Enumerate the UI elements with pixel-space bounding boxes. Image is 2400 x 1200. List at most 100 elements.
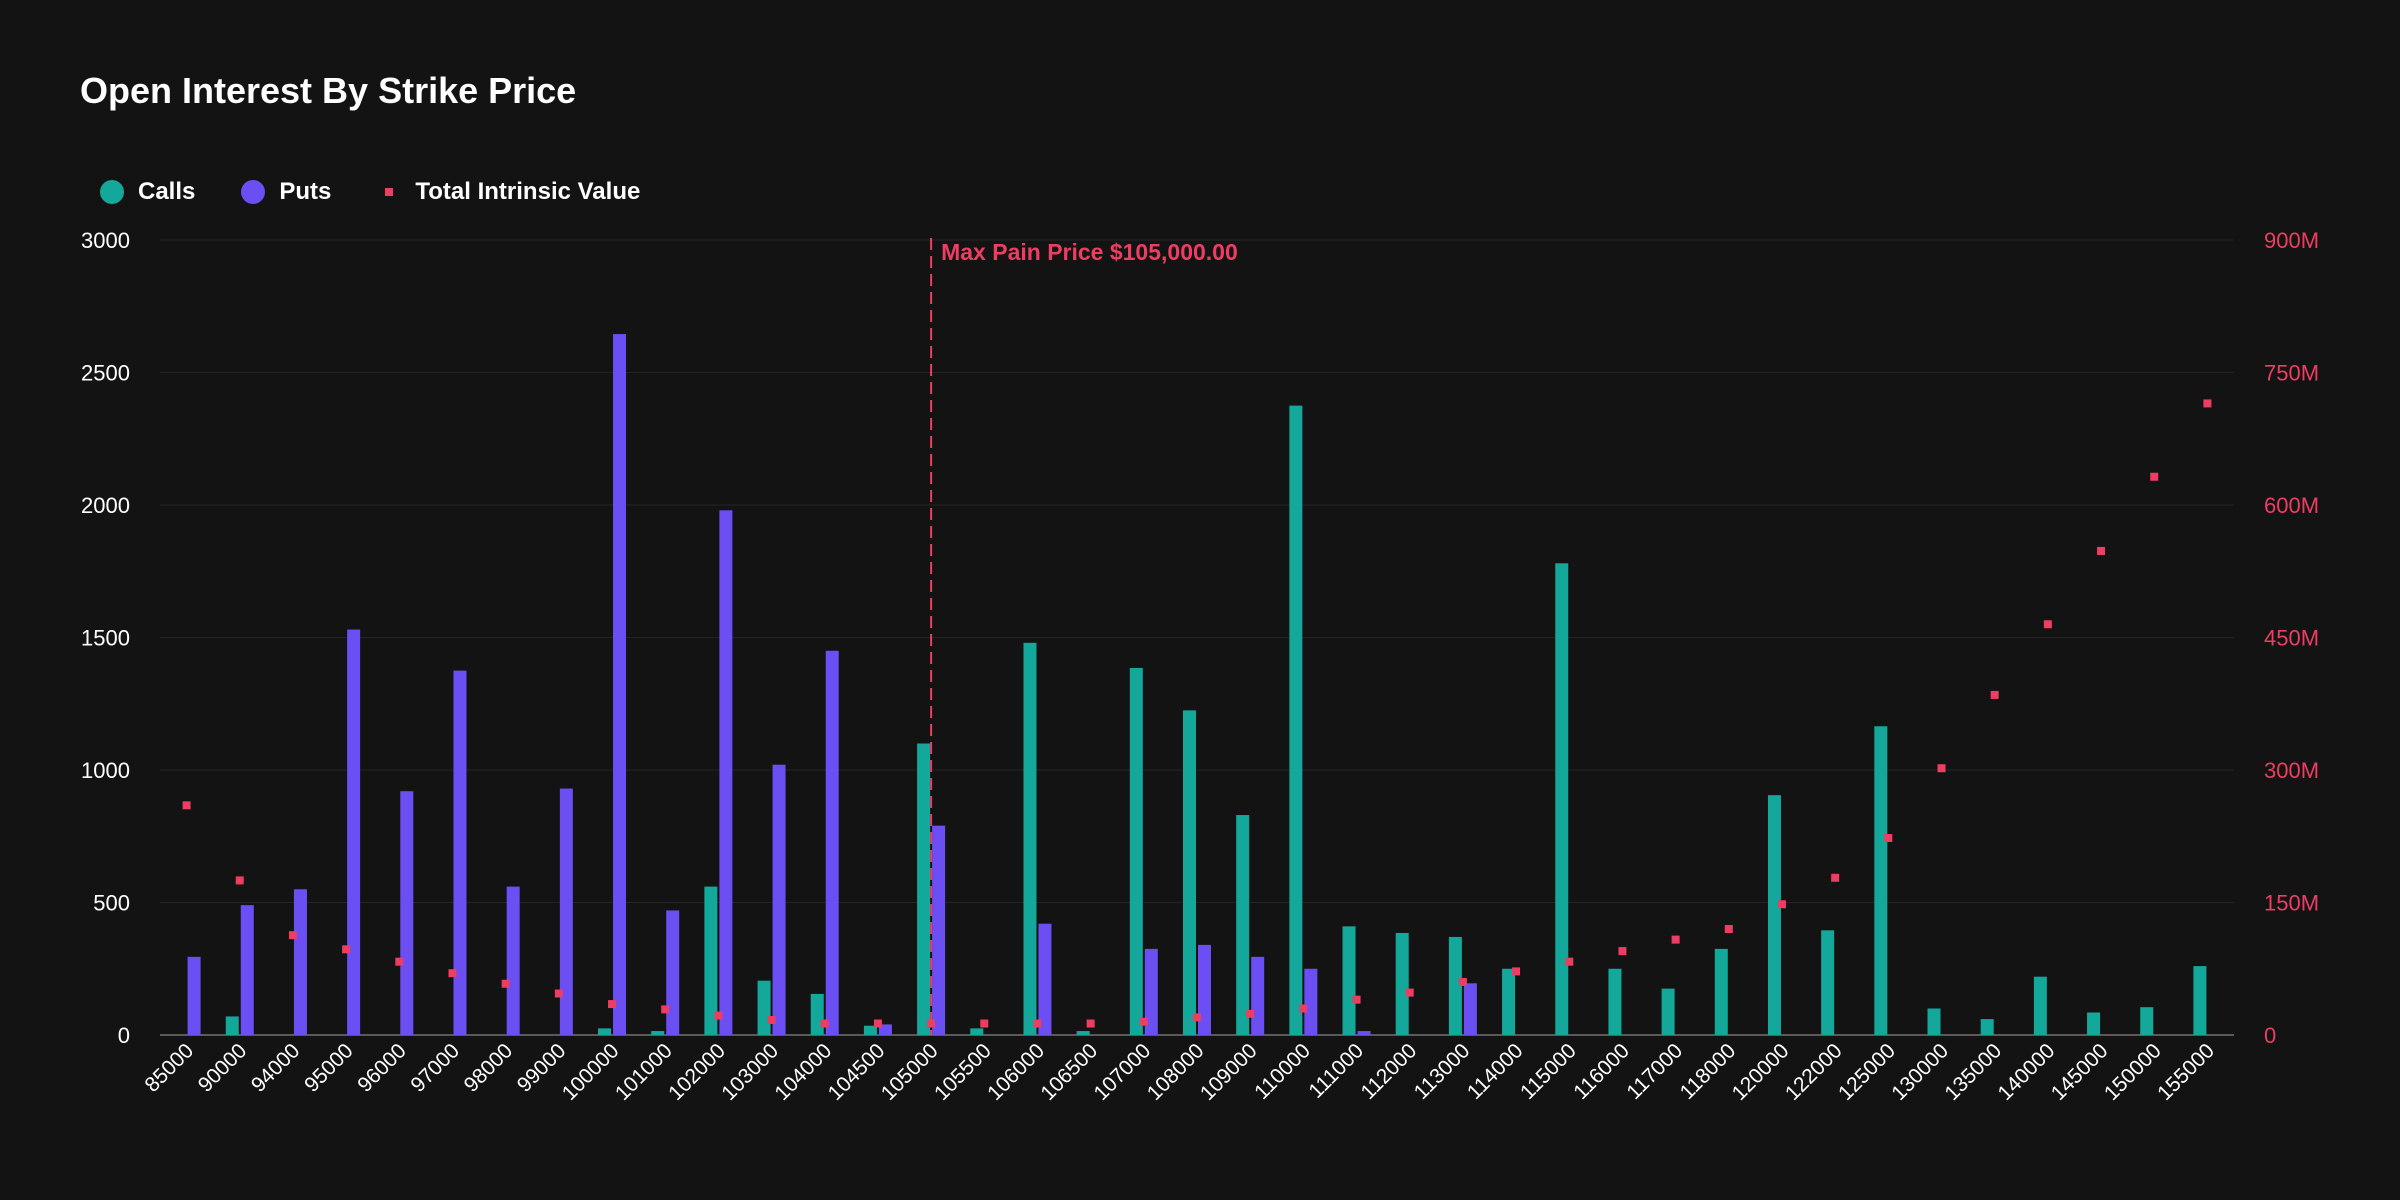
left-tick-label: 0 <box>118 1023 130 1048</box>
left-tick-label: 2500 <box>81 361 130 386</box>
calls-bar <box>757 980 771 1035</box>
right-tick-label: 450M <box>2264 626 2319 651</box>
intrinsic-value-point <box>1671 935 1680 944</box>
x-tick-label: 120000 <box>1728 1039 1794 1105</box>
x-tick-label: 102000 <box>664 1039 730 1105</box>
x-tick-label: 97000 <box>406 1039 464 1097</box>
x-tick-label: 106500 <box>1036 1039 1102 1105</box>
calls-swatch-icon <box>100 180 124 204</box>
calls-bar <box>598 1028 612 1035</box>
calls-bar <box>1821 930 1835 1035</box>
intrinsic-value-point <box>448 969 457 978</box>
x-tick-label: 106000 <box>983 1039 1049 1105</box>
puts-swatch-icon <box>241 180 266 204</box>
legend-item-intrinsic-value[interactable]: Total Intrinsic Value <box>377 178 640 206</box>
calls-bar <box>704 886 718 1035</box>
puts-bar <box>825 650 839 1035</box>
x-tick-label: 104500 <box>824 1039 890 1105</box>
puts-bar <box>1304 968 1318 1035</box>
intrinsic-value-point <box>1033 1019 1042 1028</box>
x-tick-label: 90000 <box>194 1039 252 1097</box>
x-tick-label: 100000 <box>558 1039 624 1105</box>
x-tick-label: 122000 <box>1781 1039 1847 1105</box>
right-tick-label: 150M <box>2264 891 2319 916</box>
calls-bar <box>1767 795 1781 1035</box>
calls-bar <box>863 1025 877 1035</box>
calls-bar <box>1236 815 1250 1035</box>
intrinsic-value-swatch-icon <box>385 188 394 196</box>
calls-bar <box>225 1016 239 1035</box>
calls-bar <box>1395 932 1409 1035</box>
puts-bar <box>878 1024 892 1035</box>
calls-bar <box>1183 710 1196 1035</box>
puts-bar <box>400 791 414 1035</box>
puts-bar <box>772 764 786 1035</box>
calls-bar <box>1342 926 1356 1035</box>
puts-bar <box>1357 1031 1371 1035</box>
x-tick-label: 150000 <box>2100 1039 2166 1105</box>
legend-item-calls[interactable]: Calls <box>100 178 195 206</box>
intrinsic-value-point <box>1086 1019 1095 1028</box>
calls-bar <box>1129 667 1143 1035</box>
x-tick-label: 109000 <box>1196 1039 1262 1105</box>
puts-bar <box>1144 948 1158 1035</box>
left-tick-label: 2000 <box>81 493 130 518</box>
calls-bar <box>810 993 824 1035</box>
calls-bar <box>2193 966 2207 1035</box>
intrinsic-value-point <box>1565 957 1574 966</box>
intrinsic-value-point <box>2097 546 2106 555</box>
intrinsic-value-point <box>1458 978 1467 986</box>
x-tick-label: 101000 <box>611 1039 677 1105</box>
calls-bar <box>2087 1012 2101 1035</box>
intrinsic-value-point <box>2203 399 2212 408</box>
calls-bar <box>1980 1019 1994 1035</box>
x-tick-label: 104000 <box>770 1039 836 1105</box>
calls-bar <box>2033 976 2047 1035</box>
intrinsic-value-point <box>1831 873 1840 882</box>
calls-bar <box>1023 642 1037 1035</box>
puts-bar <box>1463 983 1477 1035</box>
x-tick-label: 145000 <box>2047 1039 2113 1105</box>
intrinsic-value-point <box>1937 764 1946 773</box>
calls-bar <box>1714 948 1728 1035</box>
puts-bar <box>347 629 361 1035</box>
intrinsic-value-point <box>980 1019 989 1028</box>
legend-label-intrinsic-value: Total Intrinsic Value <box>415 178 641 205</box>
x-tick-label: 135000 <box>1940 1039 2006 1105</box>
calls-bar <box>1289 405 1303 1035</box>
intrinsic-value-point <box>395 957 404 966</box>
intrinsic-value-point <box>1405 988 1414 997</box>
puts-bar <box>719 510 733 1035</box>
x-tick-label: 117000 <box>1622 1039 1687 1104</box>
legend-item-puts[interactable]: Puts <box>241 178 331 206</box>
intrinsic-value-point <box>1246 1009 1255 1018</box>
intrinsic-value-point <box>1139 1017 1148 1026</box>
x-tick-label: 105000 <box>877 1039 943 1105</box>
x-tick-label: 98000 <box>460 1039 518 1097</box>
left-tick-label: 1000 <box>81 758 130 783</box>
intrinsic-value-point <box>608 1000 617 1009</box>
calls-bar <box>970 1028 984 1035</box>
intrinsic-value-point <box>1777 900 1786 909</box>
left-tick-label: 1500 <box>81 626 130 651</box>
x-tick-label: 130000 <box>1887 1039 1953 1105</box>
chart-title: Open Interest By Strike Price <box>80 70 577 111</box>
x-tick-label: 113000 <box>1410 1039 1475 1104</box>
intrinsic-value-point <box>1618 947 1627 956</box>
intrinsic-value-point <box>714 1011 723 1020</box>
intrinsic-value-point <box>1724 925 1733 933</box>
intrinsic-value-point <box>1352 995 1361 1004</box>
calls-bar <box>1661 988 1675 1035</box>
intrinsic-value-point <box>1193 1013 1201 1022</box>
x-tick-label: 85000 <box>141 1039 199 1097</box>
puts-bar <box>1251 956 1265 1035</box>
x-tick-label: 140000 <box>1994 1039 2060 1105</box>
calls-bar <box>1448 936 1462 1035</box>
intrinsic-value-point <box>1884 834 1893 843</box>
x-tick-label: 118000 <box>1676 1039 1741 1104</box>
calls-bar <box>917 743 931 1035</box>
right-tick-label: 0 <box>2264 1023 2276 1048</box>
x-tick-label: 116000 <box>1569 1039 1634 1104</box>
